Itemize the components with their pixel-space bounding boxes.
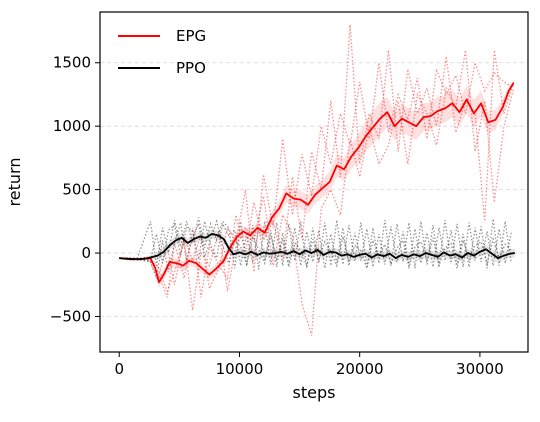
legend: EPG PPO [118,27,206,77]
y-tick-label: 500 [62,181,91,199]
y-axis-label: return [5,158,24,207]
series-line-epg [119,82,515,284]
legend-label-ppo: PPO [176,59,206,77]
y-tick-label: 1000 [53,117,91,135]
series-line-ppo [119,233,515,261]
run-line-epg [119,24,515,298]
plot-frame [99,11,529,353]
x-tick-label: 30000 [456,360,504,378]
run-line-ppo [119,218,512,281]
band-epg [119,80,514,288]
y-tick-label: 0 [81,244,91,262]
y-tick-label: 1500 [53,54,91,72]
x-tick-label: 10000 [216,360,264,378]
x-axis-label: steps [293,383,336,402]
x-axis-ticks: 0 10000 20000 30000 [114,352,504,378]
mean-series-lines [119,82,515,284]
run-line-ppo [119,221,512,269]
run-line-ppo [119,217,512,270]
legend-label-epg: EPG [176,27,206,45]
y-axis-ticks: −500 0 500 1000 1500 [50,54,100,325]
y-tick-label: −500 [50,307,91,325]
x-tick-label: 0 [114,360,124,378]
individual-runs [119,24,515,336]
x-tick-label: 20000 [336,360,384,378]
run-line-epg [119,49,515,336]
